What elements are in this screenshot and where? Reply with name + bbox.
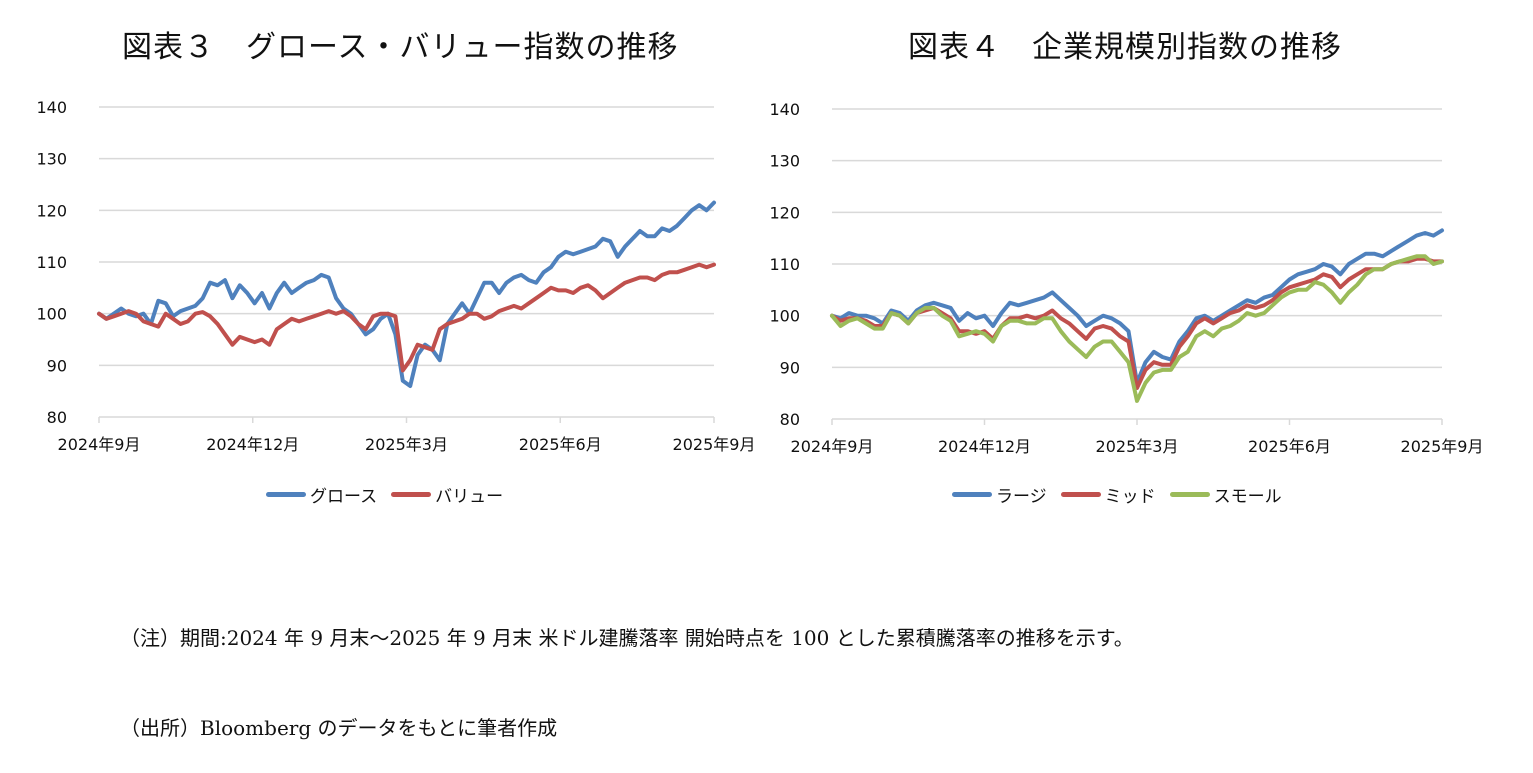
legend-label-growth: グロース [310,487,378,507]
legend-swatch-growth [266,492,306,497]
series-line-0 [97,200,716,388]
legend-item-value: バリュー [391,482,503,507]
series-line-1 [97,262,716,373]
y-tick-label: 130 [769,152,800,171]
x-tick-label: 2024年9月 [791,437,874,456]
y-tick-label: 140 [36,98,67,117]
x-tick-label: 2024年12月 [938,437,1031,456]
y-tick-label: 110 [769,255,800,274]
x-tick-label: 2025年3月 [365,435,448,454]
legend-swatch-small [1169,492,1210,497]
note-period: （注）期間:2024 年 9 月末～2025 年 9 月末 米ドル建騰落率 開始… [120,626,1134,650]
legend-item-small: スモール [1169,482,1282,507]
series-line-1 [830,256,1444,390]
legend-swatch-value [391,492,432,497]
legend-right: ラージ ミッド スモール [952,482,1296,507]
legend-label-large: ラージ [996,487,1047,507]
x-tick-label: 2025年6月 [1248,437,1331,456]
legend-swatch-large [952,492,992,497]
y-tick-label: 80 [47,408,67,427]
y-tick-label: 90 [47,356,67,375]
y-tick-label: 120 [769,203,800,222]
y-tick-label: 100 [769,307,800,326]
legend-label-mid: ミッド [1104,487,1156,507]
x-tick-label: 2025年6月 [519,435,602,454]
x-tick-label: 2024年9月 [58,435,141,454]
legend-item-mid: ミッド [1060,482,1156,507]
legend-label-small: スモール [1213,487,1282,507]
y-tick-label: 110 [36,253,67,272]
y-tick-label: 90 [780,358,800,377]
y-tick-label: 140 [769,100,800,119]
series-line-0 [830,228,1444,385]
y-tick-label: 100 [36,305,67,324]
series-line-2 [830,254,1444,403]
y-tick-label: 80 [780,410,800,429]
y-tick-label: 120 [36,201,67,220]
legend-left: グロース バリュー [266,482,517,507]
legend-label-value: バリュー [435,487,504,507]
legend-item-large: ラージ [952,482,1047,507]
x-tick-label: 2025年9月 [673,435,756,454]
x-tick-label: 2024年12月 [206,435,299,454]
chart-title-right: 図表４ 企業規模別指数の推移 [908,30,1342,65]
note-source: （出所）Bloomberg のデータをもとに筆者作成 [120,716,558,740]
chart-title-left: 図表３ グロース・バリュー指数の推移 [122,30,679,65]
legend-swatch-mid [1060,492,1101,497]
legend-item-growth: グロース [266,482,377,507]
x-tick-label: 2025年3月 [1096,437,1179,456]
growth-value-chart: 80 90 100 110 120 130 140 2024年9月 2024年12月 2025年3… [36,98,756,454]
x-tick-label: 2025年9月 [1401,437,1484,456]
y-tick-label: 130 [36,150,67,169]
footnotes: （注）期間:2024 年 9 月末～2025 年 9 月末 米ドル建騰落率 開始… [120,563,1134,773]
